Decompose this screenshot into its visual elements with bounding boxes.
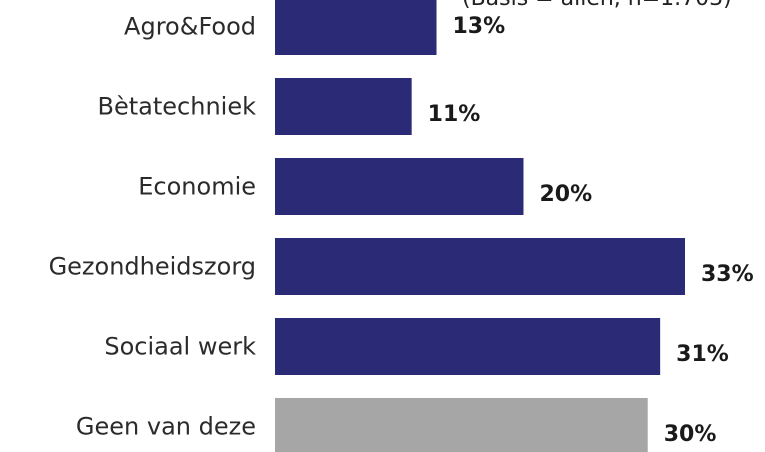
value-label-agro-food: 13%	[453, 14, 506, 39]
category-label-agro-food: Agro&Food	[124, 13, 256, 41]
bar-gezondheidszorg	[275, 238, 685, 295]
category-label-economie: Economie	[138, 173, 256, 201]
bars-group	[275, 0, 685, 452]
value-label-economie: 20%	[539, 182, 592, 207]
category-label-sociaal-werk: Sociaal werk	[104, 333, 256, 361]
value-label-gezondheidszorg: 33%	[701, 262, 754, 287]
category-label-gezondheidszorg: Gezondheidszorg	[49, 253, 256, 281]
value-label-geen-van-deze: 30%	[664, 422, 717, 447]
value-label-b-tatechniek: 11%	[428, 102, 481, 127]
bar-economie	[275, 158, 524, 215]
category-label-geen-van-deze: Geen van deze	[76, 413, 256, 441]
value-labels-group: 13% 11% 20% 33% 31% 30%	[428, 14, 754, 447]
category-labels-group: Agro&Food Bètatechniek Economie Gezondheids…	[49, 13, 257, 441]
bar-geen-van-deze	[275, 398, 648, 452]
value-label-sociaal-werk: 31%	[676, 342, 729, 367]
category-label-b-tatechniek: Bètatechniek	[98, 93, 257, 121]
chart-note: (Basis = allen, n=1.703)	[462, 0, 732, 11]
bar-sociaal-werk	[275, 318, 661, 375]
bar-agro-food	[275, 0, 437, 55]
bar-b-tatechniek	[275, 78, 412, 135]
